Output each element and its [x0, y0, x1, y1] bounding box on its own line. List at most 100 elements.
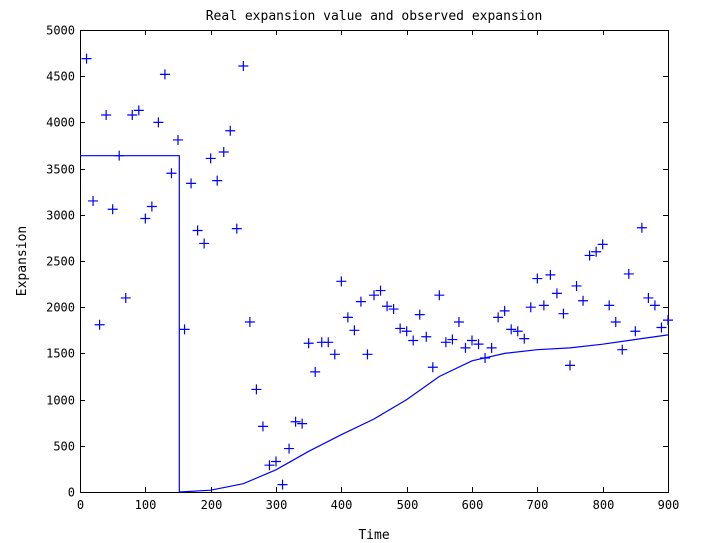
observed-point [499, 305, 510, 316]
observed-point [440, 337, 451, 348]
observed-point [630, 326, 641, 337]
observed-point [525, 302, 536, 313]
x-axis-label: Time [358, 528, 389, 543]
observed-point [388, 304, 399, 315]
observed-point [173, 134, 183, 145]
x-tick-label: 500 [397, 498, 419, 512]
observed-point [538, 300, 549, 311]
observed-point [473, 339, 484, 350]
axis-ticks: 0 100 200 300 400 500 600 700 800 900 0 500 1000 1500… [46, 24, 679, 513]
y-tick-label: 0 [68, 486, 75, 500]
observed-point [480, 353, 491, 364]
y-tick-label: 1500 [46, 347, 75, 361]
observed-point [153, 117, 164, 128]
observed-point [205, 153, 216, 164]
y-tick-label: 2500 [46, 255, 75, 269]
observed-point [297, 418, 308, 429]
observed-point [101, 110, 112, 121]
observed-point [225, 125, 236, 136]
observed-point [584, 250, 595, 261]
observed-point [349, 325, 360, 336]
observed-point [244, 316, 255, 327]
observed-point [551, 288, 562, 299]
observed-point [114, 150, 125, 161]
observed-point [290, 416, 301, 427]
x-tick-label: 900 [658, 498, 680, 512]
x-tick-label: 300 [266, 498, 288, 512]
y-axis-label: Expansion [15, 226, 30, 296]
observed-point [212, 175, 223, 186]
observed-point [571, 280, 582, 291]
observed-point [434, 290, 445, 301]
observed-point [179, 324, 190, 335]
chart-title: Real expansion value and observed expans… [206, 9, 543, 24]
observed-point [375, 285, 386, 296]
observed-point [656, 322, 667, 333]
observed-point [493, 312, 504, 323]
observed-point [467, 335, 477, 346]
observed-point [421, 331, 432, 342]
observed-point [94, 319, 105, 330]
observed-point [284, 443, 295, 454]
y-tick-label: 4500 [46, 70, 75, 84]
observed-point [342, 312, 353, 323]
series-line-group [80, 155, 669, 493]
observed-point [643, 292, 654, 303]
observed-point [578, 295, 589, 306]
observed-point [617, 344, 628, 355]
x-tick-label: 0 [77, 498, 84, 512]
observed-point [558, 308, 569, 319]
y-tick-label: 5000 [46, 24, 75, 38]
observed-point [395, 323, 406, 334]
observed-point [355, 296, 366, 307]
observed-point [166, 168, 177, 179]
real-expansion-line [80, 155, 669, 493]
observed-point [271, 456, 281, 467]
observed-point [199, 238, 210, 249]
observed-point [610, 316, 621, 327]
observed-point [277, 479, 288, 490]
observed-point [159, 69, 170, 80]
observed-point [231, 223, 242, 234]
y-tick-label: 3500 [46, 163, 75, 177]
observed-point [453, 316, 464, 327]
y-tick-label: 4000 [46, 116, 75, 130]
observed-point [133, 105, 144, 116]
observed-point [591, 246, 602, 257]
y-tick-label: 3000 [46, 209, 75, 223]
observed-point [264, 460, 275, 471]
observed-point [408, 335, 419, 346]
observed-point [336, 276, 347, 287]
observed-point [382, 301, 393, 312]
observed-point [323, 337, 334, 348]
observed-point [597, 239, 608, 250]
observed-point [506, 324, 517, 335]
x-tick-label: 100 [135, 498, 157, 512]
observed-point [414, 309, 425, 320]
x-tick-label: 700 [527, 498, 549, 512]
observed-point [460, 342, 471, 353]
y-tick-label: 1000 [46, 394, 75, 408]
x-tick-label: 600 [462, 498, 484, 512]
x-tick-label: 800 [593, 498, 615, 512]
observed-point [140, 213, 151, 224]
observed-point [519, 333, 530, 344]
observed-point [512, 326, 523, 337]
observed-point [257, 421, 268, 432]
observed-point [447, 334, 458, 345]
y-tick-label: 2000 [46, 301, 75, 315]
observed-point [565, 360, 575, 371]
observed-point [303, 338, 314, 349]
observed-point [120, 292, 131, 303]
observed-point [218, 146, 229, 157]
x-tick-label: 400 [331, 498, 353, 512]
series-markers-group [81, 53, 673, 490]
plot-area [80, 30, 669, 493]
observed-point [88, 195, 99, 206]
observed-point [486, 342, 497, 353]
observed-point [369, 290, 379, 301]
y-tick-label: 500 [53, 440, 75, 454]
x-tick-label: 200 [201, 498, 223, 512]
observed-point [251, 384, 262, 395]
